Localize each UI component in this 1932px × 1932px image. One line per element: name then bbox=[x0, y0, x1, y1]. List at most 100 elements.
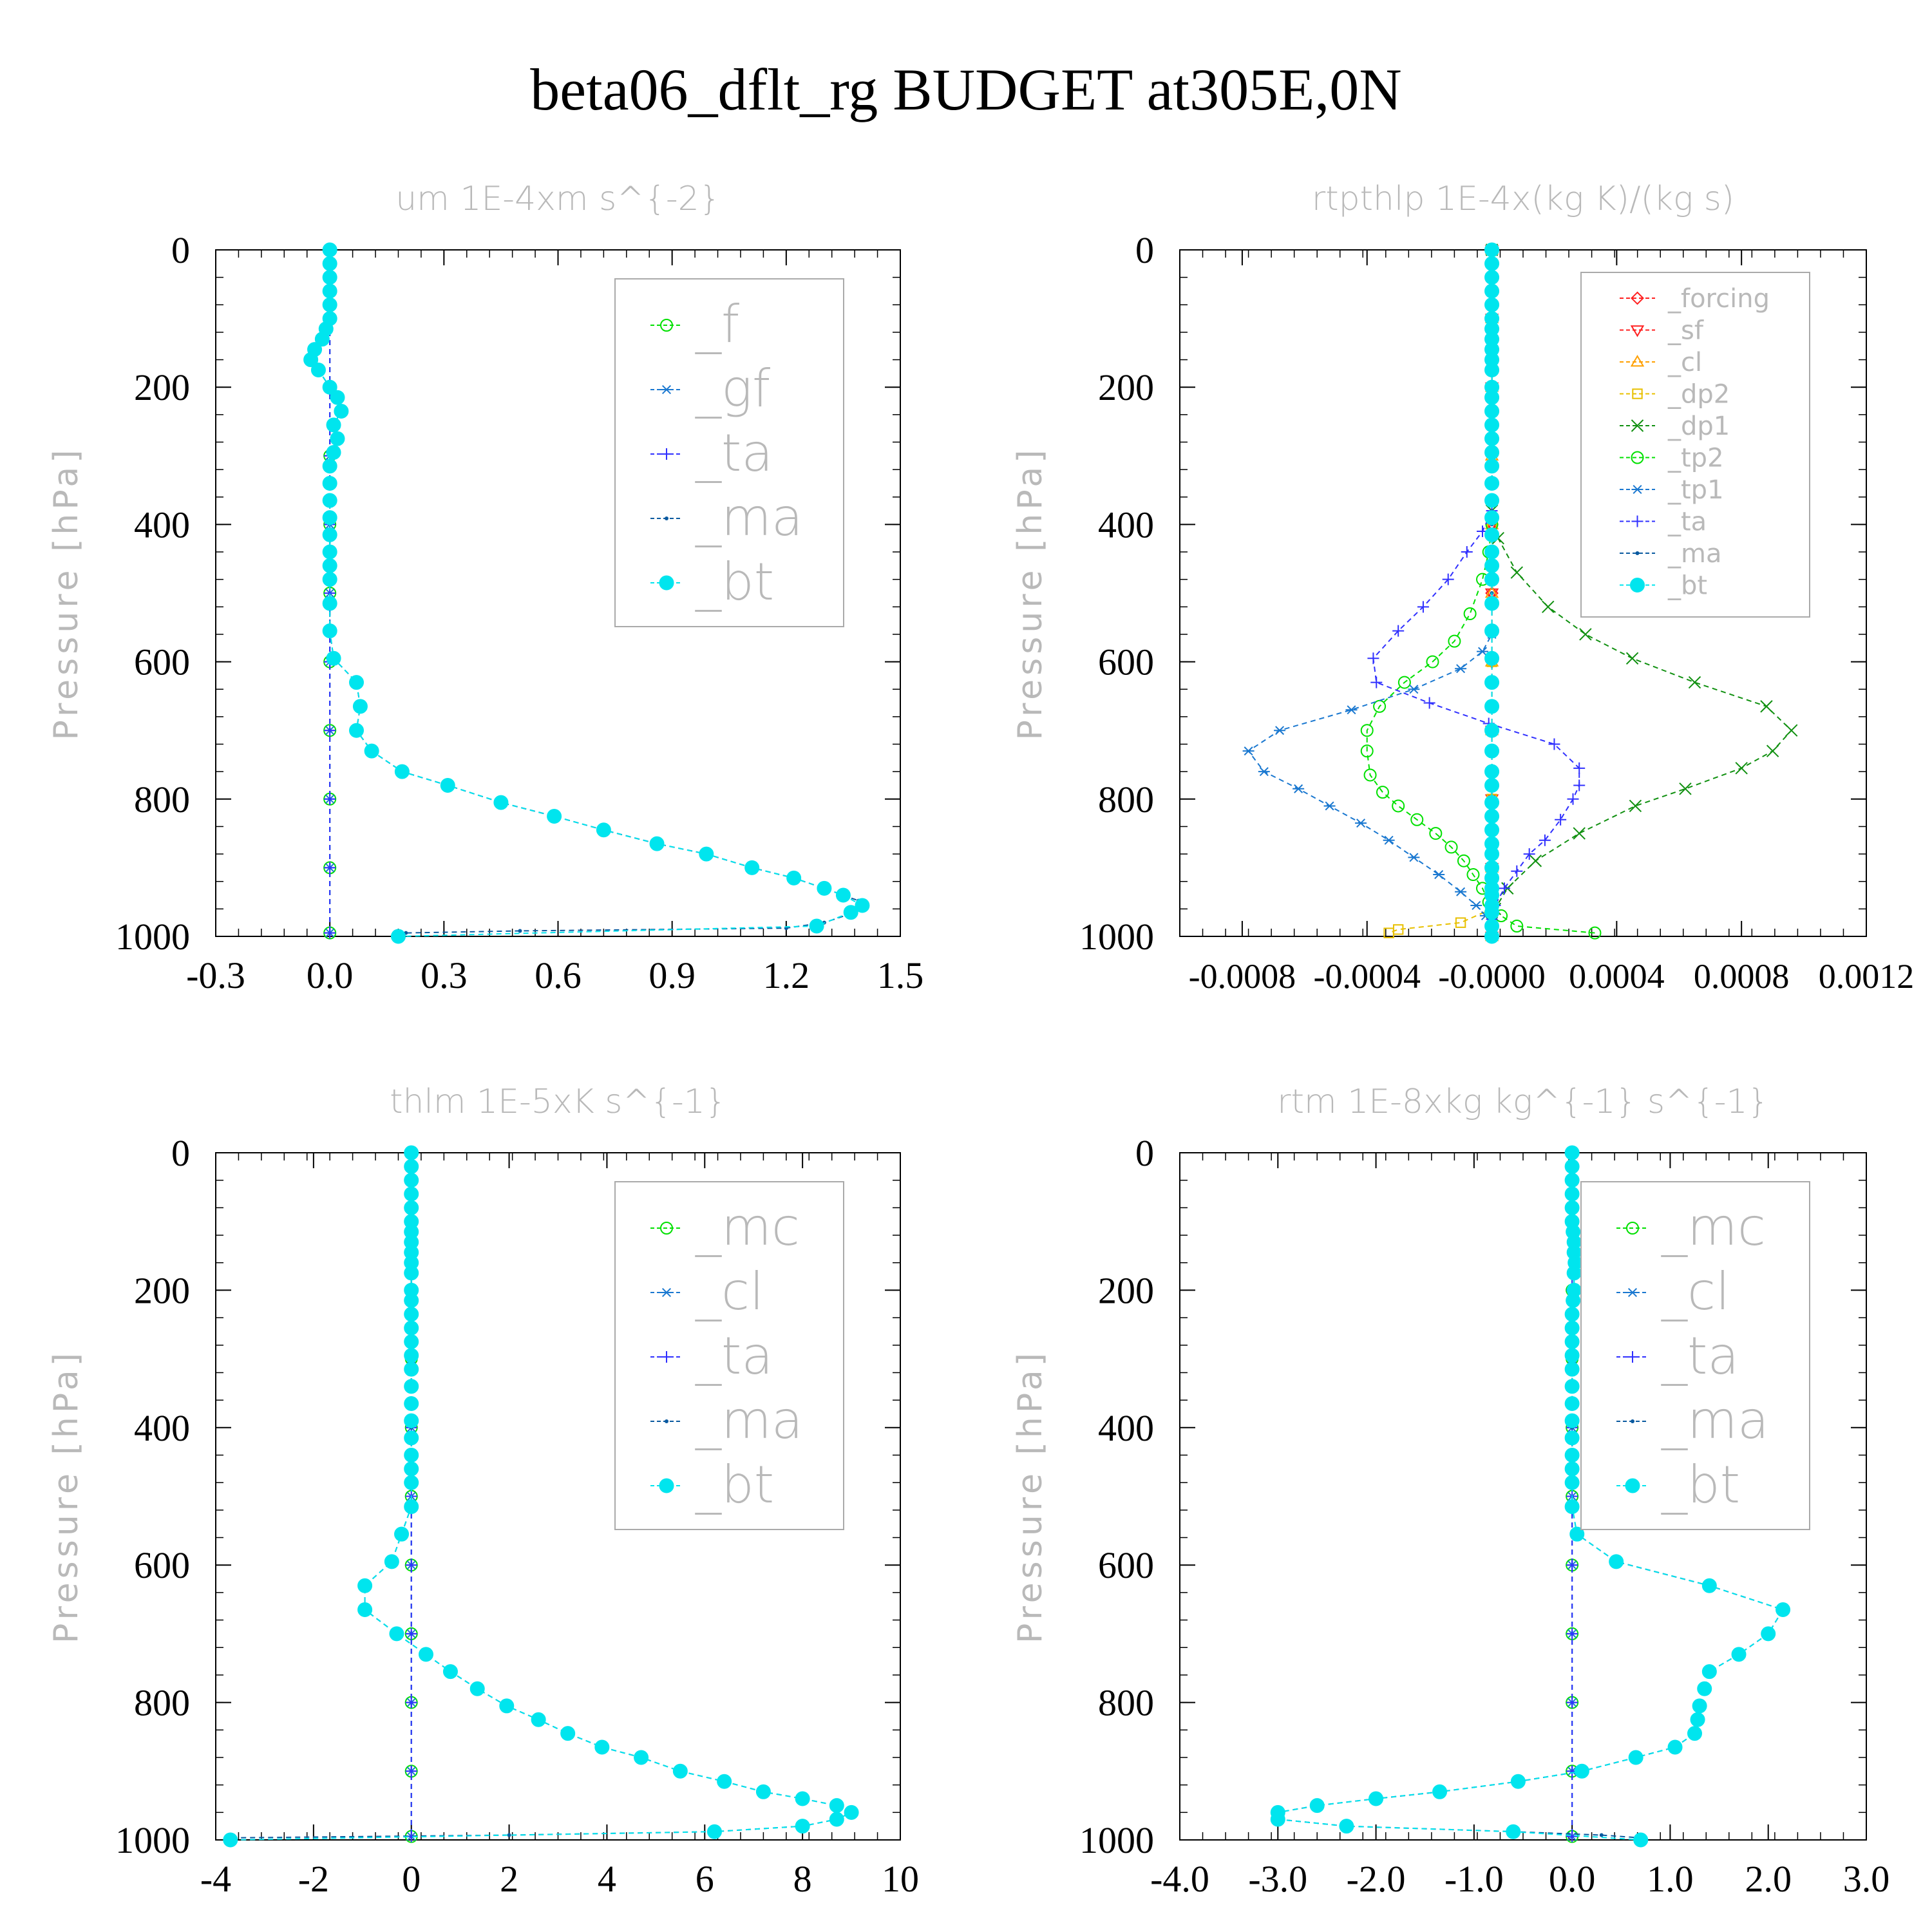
data-point bbox=[844, 1804, 859, 1820]
legend-label: _ta bbox=[695, 1326, 773, 1386]
data-point bbox=[322, 558, 337, 573]
data-point bbox=[405, 1559, 417, 1571]
data-point bbox=[1484, 475, 1500, 491]
data-point bbox=[699, 846, 714, 862]
data-point bbox=[1564, 1307, 1580, 1322]
data-point bbox=[330, 390, 345, 405]
data-point bbox=[1564, 1447, 1580, 1463]
y-tick-label: 600 bbox=[1098, 1544, 1154, 1586]
data-point bbox=[1408, 685, 1420, 694]
data-point bbox=[324, 862, 336, 874]
data-point bbox=[352, 699, 368, 714]
data-point bbox=[1555, 813, 1567, 826]
data-point bbox=[1564, 1320, 1580, 1336]
y-tick-label: 400 bbox=[1098, 1407, 1154, 1449]
data-point bbox=[1484, 510, 1500, 526]
data-point bbox=[404, 1334, 419, 1349]
data-point bbox=[499, 1698, 515, 1714]
legend-marker bbox=[1630, 355, 1645, 367]
x-tick-label: 8 bbox=[793, 1858, 812, 1900]
legend-marker bbox=[1626, 1222, 1639, 1235]
data-point bbox=[404, 1265, 419, 1281]
series-ta bbox=[1367, 244, 1586, 939]
data-point bbox=[817, 880, 832, 896]
data-point bbox=[1484, 459, 1500, 474]
legend-label: _mc bbox=[1661, 1197, 1766, 1257]
legend-marker bbox=[661, 1351, 672, 1363]
data-point bbox=[1628, 1750, 1643, 1765]
panel-title: rtm 1E-8xkg kg^{-1} s^{-1} bbox=[1277, 1083, 1768, 1121]
data-point bbox=[560, 1726, 576, 1741]
data-point bbox=[786, 870, 802, 886]
legend-marker bbox=[661, 448, 672, 460]
data-point bbox=[1564, 1159, 1580, 1174]
data-point bbox=[1484, 270, 1500, 285]
data-point bbox=[518, 929, 522, 933]
data-point bbox=[1270, 1812, 1285, 1827]
data-point bbox=[1569, 1526, 1585, 1542]
series-layer bbox=[1270, 1145, 1791, 1848]
series-bt bbox=[1270, 1145, 1791, 1848]
data-point bbox=[404, 1499, 419, 1515]
data-point bbox=[1564, 1499, 1580, 1515]
data-point bbox=[322, 256, 337, 271]
y-tick-label: 0 bbox=[1135, 229, 1154, 271]
data-point bbox=[1566, 1559, 1578, 1571]
data-point bbox=[1466, 868, 1480, 882]
legend-label: _ma bbox=[1667, 539, 1721, 569]
data-point bbox=[404, 1293, 419, 1308]
data-point bbox=[1564, 1461, 1580, 1477]
data-point bbox=[1345, 705, 1358, 715]
data-point bbox=[1397, 676, 1411, 689]
x-tick-label: 0.9 bbox=[649, 954, 696, 996]
data-point bbox=[1564, 1361, 1580, 1377]
data-point bbox=[1599, 1833, 1604, 1837]
data-point bbox=[1429, 827, 1443, 840]
y-tick-label: 1000 bbox=[1079, 916, 1154, 958]
y-tick-label: 800 bbox=[134, 1682, 190, 1724]
series-layer bbox=[223, 1145, 859, 1848]
x-tick-label: 0.0012 bbox=[1819, 957, 1915, 996]
legend-label: _bt bbox=[1667, 571, 1707, 601]
y-axis-label: Pressure [hPa] bbox=[47, 446, 86, 741]
y-tick-label: 600 bbox=[134, 1544, 190, 1586]
legend-label: _ta bbox=[1661, 1326, 1739, 1386]
series-bt bbox=[223, 1145, 859, 1848]
data-point bbox=[322, 572, 337, 587]
data-point bbox=[835, 887, 851, 903]
legend-label: _ma bbox=[1661, 1390, 1769, 1450]
x-tick-label: -4 bbox=[200, 1858, 231, 1900]
data-point bbox=[1242, 746, 1255, 756]
data-point bbox=[1383, 927, 1394, 938]
data-point bbox=[1376, 786, 1389, 799]
panel-title: um 1E-4xm s^{-2} bbox=[395, 180, 721, 218]
x-tick-label: -2.0 bbox=[1347, 1858, 1406, 1900]
data-point bbox=[1484, 777, 1500, 793]
y-tick-label: 1000 bbox=[115, 916, 190, 958]
data-point bbox=[855, 898, 870, 913]
data-point bbox=[1484, 588, 1499, 600]
data-point bbox=[405, 1696, 417, 1709]
data-point bbox=[1688, 676, 1701, 689]
data-point bbox=[404, 1475, 419, 1490]
legend-marker bbox=[659, 1478, 674, 1493]
x-tick-label: 0.3 bbox=[421, 954, 468, 996]
data-point bbox=[1484, 929, 1500, 944]
data-point bbox=[1564, 1379, 1580, 1394]
series-tp2 bbox=[1360, 243, 1602, 940]
chart-panel-3: thlm 1E-5xK s^{-1} Pressure [hPa] 0 200 400 6… bbox=[47, 1083, 919, 1900]
data-point bbox=[507, 1833, 511, 1837]
data-point bbox=[322, 544, 337, 560]
data-point bbox=[1484, 808, 1500, 824]
x-tick-label: 10 bbox=[882, 1858, 919, 1900]
x-tick-label: -0.0000 bbox=[1438, 957, 1545, 996]
data-point bbox=[1760, 700, 1773, 713]
legend-marker bbox=[1631, 484, 1643, 495]
legend-marker bbox=[1631, 291, 1644, 305]
data-point bbox=[404, 1348, 419, 1363]
legend-marker bbox=[659, 575, 674, 591]
data-point bbox=[1564, 1475, 1580, 1490]
data-point bbox=[310, 363, 326, 378]
x-tick-label: -0.0004 bbox=[1313, 957, 1420, 996]
data-point bbox=[442, 1664, 458, 1680]
